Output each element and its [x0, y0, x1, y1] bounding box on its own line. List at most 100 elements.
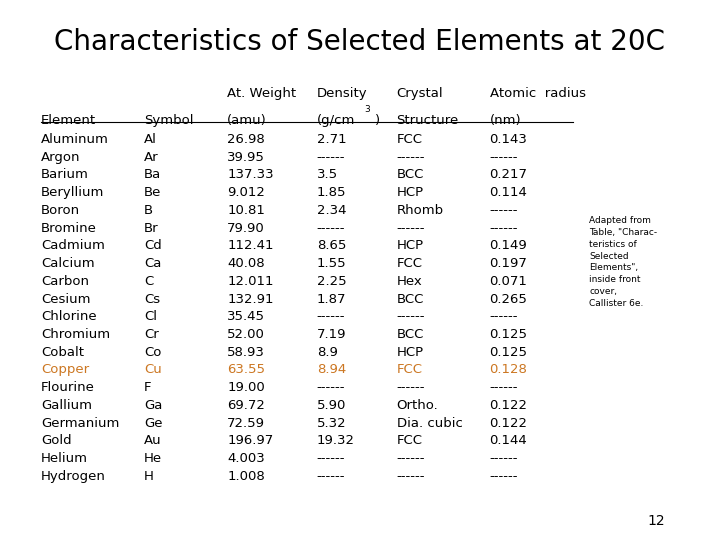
- Text: 12: 12: [648, 514, 665, 528]
- Text: H: H: [144, 470, 154, 483]
- Text: (amu): (amu): [227, 114, 267, 127]
- Text: ------: ------: [490, 221, 518, 235]
- Text: ------: ------: [490, 204, 518, 217]
- Text: FCC: FCC: [397, 257, 423, 270]
- Text: Al: Al: [144, 133, 157, 146]
- Text: HCP: HCP: [397, 239, 423, 252]
- Text: 19.32: 19.32: [317, 434, 355, 448]
- Text: 2.34: 2.34: [317, 204, 346, 217]
- Text: B: B: [144, 204, 153, 217]
- Text: 1.85: 1.85: [317, 186, 346, 199]
- Text: 0.197: 0.197: [490, 257, 527, 270]
- Text: Be: Be: [144, 186, 161, 199]
- Text: Cobalt: Cobalt: [41, 346, 84, 359]
- Text: Ba: Ba: [144, 168, 161, 181]
- Text: 8.94: 8.94: [317, 363, 346, 376]
- Text: Ar: Ar: [144, 151, 158, 164]
- Text: 0.122: 0.122: [490, 417, 528, 430]
- Text: Copper: Copper: [41, 363, 89, 376]
- Text: 40.08: 40.08: [227, 257, 265, 270]
- Text: Crystal: Crystal: [397, 87, 443, 100]
- Text: 2.25: 2.25: [317, 275, 346, 288]
- Text: ------: ------: [317, 310, 346, 323]
- Text: Hydrogen: Hydrogen: [41, 470, 106, 483]
- Text: BCC: BCC: [397, 328, 424, 341]
- Text: Cr: Cr: [144, 328, 159, 341]
- Text: FCC: FCC: [397, 434, 423, 448]
- Text: Ortho.: Ortho.: [397, 399, 438, 412]
- Text: 69.72: 69.72: [227, 399, 265, 412]
- Text: 72.59: 72.59: [227, 417, 265, 430]
- Text: Dia. cubic: Dia. cubic: [397, 417, 462, 430]
- Text: Cesium: Cesium: [41, 293, 91, 306]
- Text: ------: ------: [397, 470, 425, 483]
- Text: 5.90: 5.90: [317, 399, 346, 412]
- Text: 0.144: 0.144: [490, 434, 527, 448]
- Text: Rhomb: Rhomb: [397, 204, 444, 217]
- Text: 58.93: 58.93: [227, 346, 265, 359]
- Text: Calcium: Calcium: [41, 257, 95, 270]
- Text: Chromium: Chromium: [41, 328, 110, 341]
- Text: Gallium: Gallium: [41, 399, 92, 412]
- Text: At. Weight: At. Weight: [227, 87, 297, 100]
- Text: 19.00: 19.00: [227, 381, 265, 394]
- Text: ------: ------: [490, 310, 518, 323]
- Text: 2.71: 2.71: [317, 133, 346, 146]
- Text: Beryllium: Beryllium: [41, 186, 104, 199]
- Text: ------: ------: [397, 310, 425, 323]
- Text: 3: 3: [364, 105, 370, 113]
- Text: 0.071: 0.071: [490, 275, 527, 288]
- Text: 52.00: 52.00: [227, 328, 265, 341]
- Text: BCC: BCC: [397, 168, 424, 181]
- Text: 0.149: 0.149: [490, 239, 527, 252]
- Text: Carbon: Carbon: [41, 275, 89, 288]
- Text: 0.128: 0.128: [490, 363, 527, 376]
- Text: Cadmium: Cadmium: [41, 239, 105, 252]
- Text: 0.125: 0.125: [490, 346, 528, 359]
- Text: C: C: [144, 275, 153, 288]
- Text: Argon: Argon: [41, 151, 81, 164]
- Text: ------: ------: [317, 381, 346, 394]
- Text: Structure: Structure: [397, 114, 459, 127]
- Text: Symbol: Symbol: [144, 114, 194, 127]
- Text: ------: ------: [490, 452, 518, 465]
- Text: Aluminum: Aluminum: [41, 133, 109, 146]
- Text: Helium: Helium: [41, 452, 88, 465]
- Text: ------: ------: [317, 221, 346, 235]
- Text: 1.87: 1.87: [317, 293, 346, 306]
- Text: Adapted from
Table, "Charac-
teristics of
Selected
Elements",
inside front
cover: Adapted from Table, "Charac- teristics o…: [589, 217, 657, 308]
- Text: Characteristics of Selected Elements at 20C: Characteristics of Selected Elements at …: [55, 28, 665, 56]
- Text: ------: ------: [490, 381, 518, 394]
- Text: 0.265: 0.265: [490, 293, 527, 306]
- Text: He: He: [144, 452, 162, 465]
- Text: Germanium: Germanium: [41, 417, 120, 430]
- Text: 3.5: 3.5: [317, 168, 338, 181]
- Text: ------: ------: [317, 452, 346, 465]
- Text: Ge: Ge: [144, 417, 163, 430]
- Text: Cs: Cs: [144, 293, 161, 306]
- Text: ------: ------: [490, 151, 518, 164]
- Text: Au: Au: [144, 434, 162, 448]
- Text: 1.55: 1.55: [317, 257, 346, 270]
- Text: BCC: BCC: [397, 293, 424, 306]
- Text: ------: ------: [397, 381, 425, 394]
- Text: Cd: Cd: [144, 239, 162, 252]
- Text: ------: ------: [317, 470, 346, 483]
- Text: FCC: FCC: [397, 133, 423, 146]
- Text: 4.003: 4.003: [227, 452, 265, 465]
- Text: ------: ------: [397, 452, 425, 465]
- Text: 8.9: 8.9: [317, 346, 338, 359]
- Text: Boron: Boron: [41, 204, 81, 217]
- Text: 26.98: 26.98: [227, 133, 265, 146]
- Text: 9.012: 9.012: [227, 186, 265, 199]
- Text: Ca: Ca: [144, 257, 161, 270]
- Text: ------: ------: [490, 470, 518, 483]
- Text: 137.33: 137.33: [227, 168, 274, 181]
- Text: Element: Element: [41, 114, 96, 127]
- Text: 12.011: 12.011: [227, 275, 274, 288]
- Text: Barium: Barium: [41, 168, 89, 181]
- Text: Cu: Cu: [144, 363, 162, 376]
- Text: 132.91: 132.91: [227, 293, 274, 306]
- Text: (g/cm: (g/cm: [317, 114, 355, 127]
- Text: Ga: Ga: [144, 399, 163, 412]
